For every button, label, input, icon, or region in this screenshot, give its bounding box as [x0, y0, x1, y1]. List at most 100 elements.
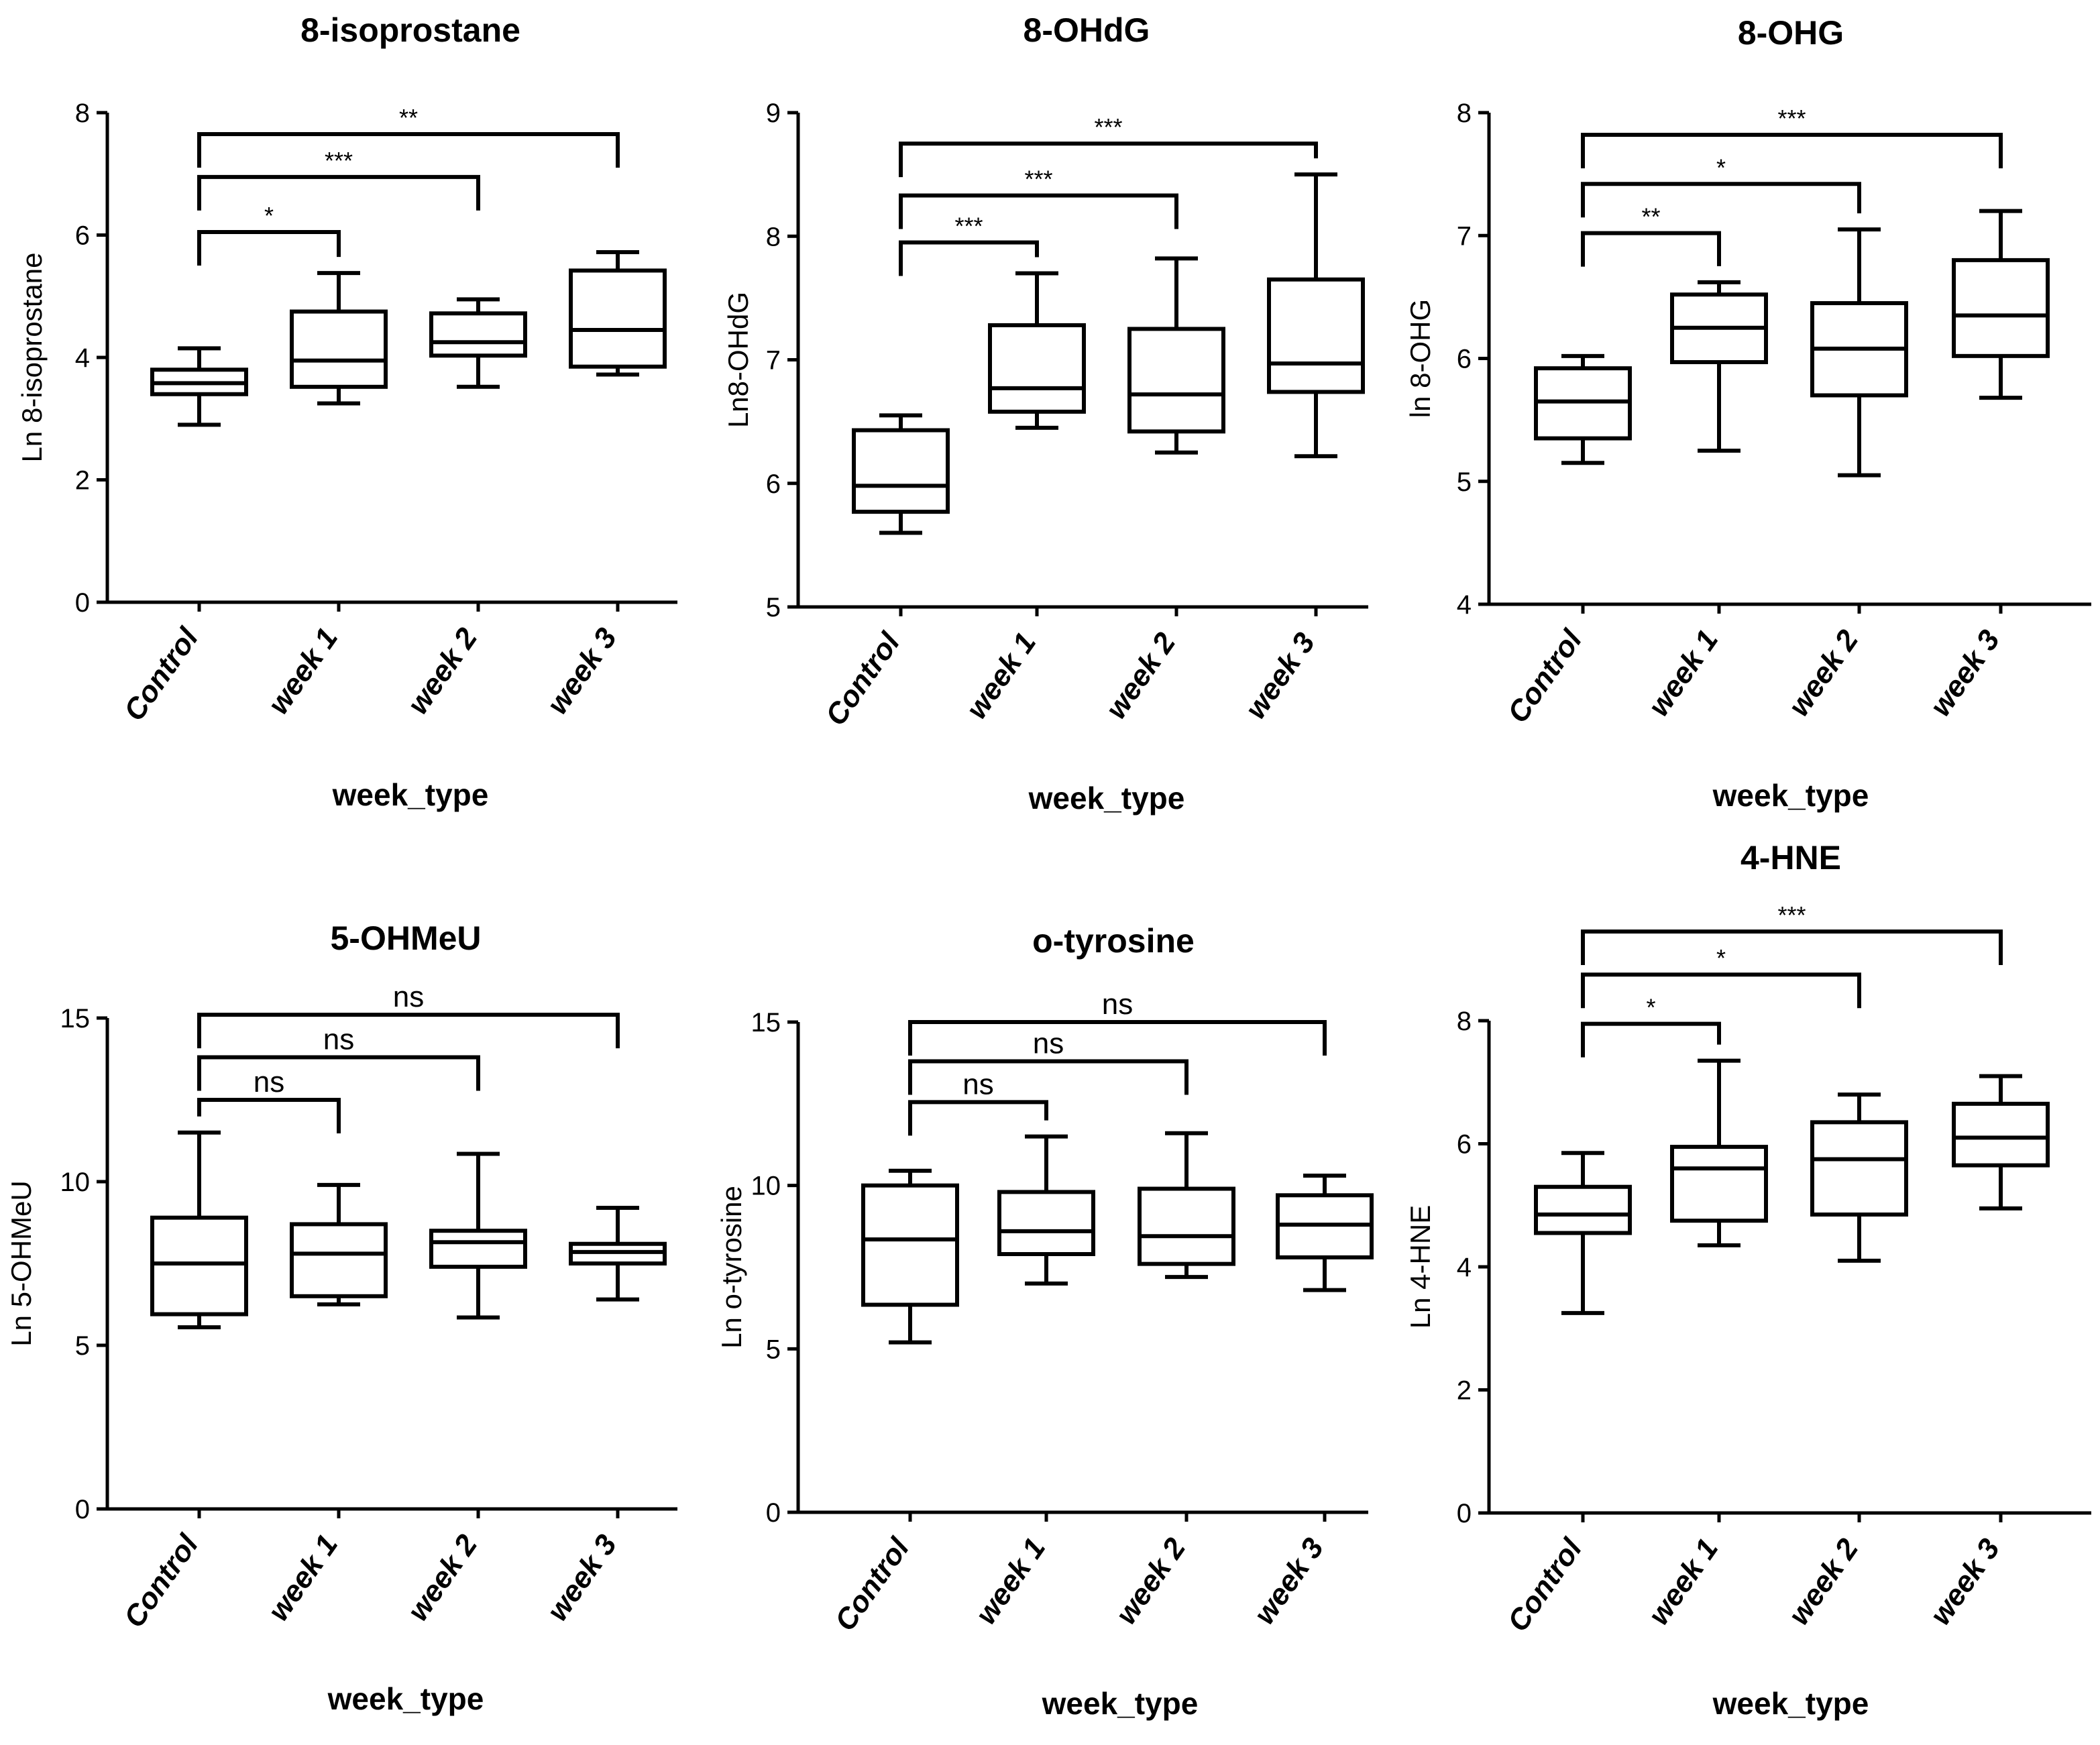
x-tick-label: week 3 — [541, 622, 623, 720]
y-tick-label: 7 — [1457, 221, 1472, 251]
box-plot — [1810, 227, 1908, 477]
y-tick-label: 2 — [75, 466, 90, 496]
significance-bracket: * — [1581, 994, 1721, 1058]
box-iqr — [852, 428, 950, 514]
x-tick-label: week 3 — [1239, 627, 1321, 725]
box-iqr — [1267, 277, 1365, 394]
significance-bracket: ns — [197, 1066, 341, 1133]
y-tick-label: 0 — [75, 1495, 90, 1524]
box-iqr — [290, 1222, 388, 1298]
x-tick-label: week 2 — [1099, 626, 1182, 725]
significance-bracket: * — [1581, 944, 1861, 1009]
x-axis-label: week_type — [332, 777, 489, 812]
bracket-line — [197, 131, 620, 168]
box-plot — [429, 297, 527, 389]
significance-label: * — [1646, 994, 1655, 1021]
box-plot — [569, 250, 667, 377]
box-iqr — [1670, 1145, 1768, 1223]
significance-label: *** — [1777, 105, 1806, 132]
x-tick-label: week 1 — [262, 1529, 344, 1627]
y-tick-label: 6 — [766, 469, 781, 499]
chart-panel: o-tyrosine 0 5 10 15 Control week 1 week 2 week … — [716, 922, 1374, 1721]
bracket-line — [1581, 132, 2003, 168]
y-tick-label: 8 — [1457, 99, 1472, 128]
x-tick-label: week 3 — [1248, 1532, 1330, 1630]
box-iqr — [429, 311, 527, 358]
chart-panel: 8-OHdG 5 6 7 8 9 Control week 1 week 2 week 3 Ln8-… — [722, 11, 1368, 815]
chart-title: 4-HNE — [1740, 839, 1841, 877]
box-plot — [861, 1168, 959, 1345]
x-tick-label: week 1 — [1642, 1533, 1724, 1631]
box-plot — [1127, 256, 1225, 455]
y-axis-label: ln 8-OHG — [1404, 299, 1436, 418]
chart-title: 5-OHMeU — [330, 919, 481, 957]
box-plot — [290, 271, 388, 406]
bracket-line — [1581, 929, 2003, 965]
box-plot — [1810, 1092, 1908, 1263]
x-axis-label: week_type — [1028, 781, 1185, 815]
y-axis-label: Ln8-OHdG — [722, 292, 754, 428]
significance-bracket: *** — [1581, 105, 2003, 168]
x-tick-label: week 3 — [1924, 1533, 2006, 1631]
x-axis-label: week_type — [1712, 1686, 1869, 1721]
significance-bracket: * — [197, 202, 341, 266]
significance-bracket: ns — [197, 980, 620, 1049]
bracket-line — [899, 193, 1178, 229]
y-tick-label: 4 — [1457, 590, 1472, 620]
x-tick-label: week 2 — [1782, 624, 1865, 722]
chart-panel: 4-HNE 0 2 4 6 8 Control week 1 week 2 week 3 Ln 4-… — [1404, 839, 2091, 1721]
x-tick-label: Control — [117, 622, 205, 727]
y-tick-label: 15 — [60, 1004, 91, 1033]
significance-label: * — [1716, 944, 1726, 972]
x-tick-label: Control — [117, 1528, 205, 1634]
y-tick-label: 5 — [766, 593, 781, 622]
significance-label: * — [1716, 154, 1726, 181]
box-plot — [290, 1182, 388, 1306]
y-tick-label: 0 — [1457, 1499, 1472, 1528]
box-plot — [997, 1134, 1095, 1286]
box-plot — [1267, 172, 1365, 459]
box-iqr — [997, 1190, 1095, 1257]
box-plot — [150, 1130, 248, 1330]
x-tick-label: week 3 — [1924, 624, 2006, 722]
box-iqr — [1534, 1184, 1632, 1235]
x-axis-label: week_type — [1042, 1686, 1199, 1721]
x-axis-label: week_type — [1712, 778, 1869, 813]
y-tick-label: 6 — [75, 221, 90, 251]
significance-label: ** — [1641, 203, 1660, 231]
y-tick-label: 4 — [1457, 1253, 1472, 1282]
significance-label: ns — [1033, 1027, 1064, 1060]
x-tick-label: week 3 — [541, 1529, 623, 1627]
y-tick-label: 5 — [766, 1335, 781, 1364]
bracket-line — [197, 174, 480, 211]
y-tick-label: 8 — [766, 222, 781, 251]
y-tick-label: 0 — [75, 588, 90, 618]
box-plot — [1670, 280, 1768, 453]
bracket-line — [908, 1020, 1327, 1056]
significance-bracket: ns — [908, 988, 1327, 1056]
chart-title: 8-OHG — [1738, 14, 1844, 52]
chart-title: o-tyrosine — [1032, 922, 1195, 960]
significance-label: *** — [1777, 901, 1806, 929]
bracket-line — [197, 1098, 341, 1133]
bracket-line — [899, 240, 1039, 276]
box-plot — [988, 271, 1086, 430]
box-plot — [1534, 1151, 1632, 1315]
box-iqr — [1810, 1120, 1908, 1217]
y-tick-label: 15 — [751, 1008, 781, 1037]
significance-bracket: *** — [1581, 901, 2003, 965]
x-tick-label: week 2 — [401, 622, 484, 720]
box-plot — [1138, 1131, 1235, 1280]
significance-bracket: ns — [908, 1068, 1048, 1136]
y-tick-label: 9 — [766, 99, 781, 128]
x-tick-label: week 2 — [1782, 1532, 1865, 1631]
x-tick-label: Control — [1501, 624, 1588, 729]
x-tick-label: Control — [819, 626, 906, 732]
y-axis-label: Ln o-tyrosine — [716, 1186, 747, 1349]
bracket-line — [197, 1055, 480, 1091]
y-tick-label: 5 — [1457, 467, 1472, 497]
box-plot — [150, 346, 248, 427]
significance-label: ns — [323, 1023, 354, 1056]
chart-panel: 8-isoprostane 0 2 4 6 8 Control week 1 week 2 wee… — [16, 11, 677, 812]
